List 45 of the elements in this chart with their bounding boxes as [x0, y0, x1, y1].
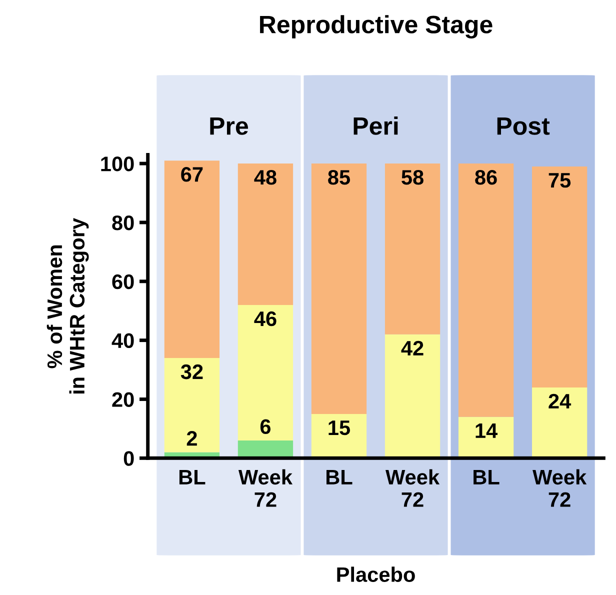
data-label: 6 [260, 419, 271, 434]
data-label: 15 [328, 420, 350, 436]
data-label: 42 [401, 340, 424, 356]
x-tick-label: BL [474, 470, 500, 484]
data-label: 48 [254, 170, 276, 185]
bar [164, 358, 220, 452]
bar [164, 160, 220, 358]
data-label: 85 [328, 170, 350, 185]
y-tick-label: 100 [101, 156, 134, 172]
data-label: 24 [548, 394, 572, 408]
x-tick-label: BL [179, 470, 206, 484]
y-axis-title: % of Women in WHtR Category [46, 218, 89, 394]
bar [238, 304, 294, 440]
bar [238, 164, 294, 305]
x-tick-label: Week 72 [386, 469, 440, 507]
x-axis-title: Placebo [337, 566, 415, 582]
bar [311, 414, 367, 458]
x-tick-label: Week 72 [532, 469, 587, 507]
text: Peri [354, 116, 398, 135]
data-label: 2 [186, 431, 197, 446]
y-tick-label: 0 [124, 451, 134, 466]
bar [458, 164, 514, 417]
bar [384, 164, 440, 334]
data-label: 32 [180, 364, 203, 380]
y-tick-label: 40 [112, 333, 134, 348]
data-label: 86 [475, 170, 497, 185]
text: Pre [210, 117, 248, 135]
data-label: 67 [181, 167, 203, 182]
text: Post [497, 117, 550, 135]
x-tick-label: BL [326, 470, 352, 484]
x-tick-label: Week 72 [238, 469, 293, 507]
y-tick-label: 20 [112, 392, 134, 407]
y-tick-label: 60 [112, 274, 134, 290]
data-label: 46 [254, 311, 276, 326]
chart-title: Reproductive Stage [260, 15, 492, 38]
bar [532, 166, 588, 388]
bar [384, 334, 440, 458]
data-label: 75 [548, 173, 571, 188]
bar [458, 416, 514, 458]
bar [238, 440, 294, 458]
data-label: 14 [476, 424, 498, 438]
bar [311, 164, 367, 414]
y-tick-label: 80 [112, 215, 134, 230]
data-label: 58 [402, 170, 424, 185]
bar [532, 387, 588, 458]
